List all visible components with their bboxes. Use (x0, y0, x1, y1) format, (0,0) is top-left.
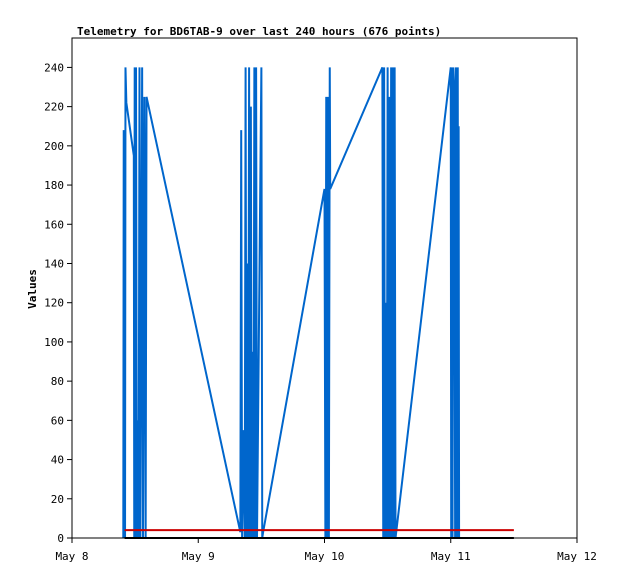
y-tick-label: 160 (44, 218, 64, 231)
y-tick-label: 220 (44, 101, 64, 114)
y-tick-label: 120 (44, 297, 64, 310)
chart-title: Telemetry for BD6TAB-9 over last 240 hou… (77, 25, 441, 38)
y-tick-label: 240 (44, 61, 64, 74)
y-tick-label: 80 (51, 375, 64, 388)
axis-ticks: 0 20 40 60 80 100 120 140 160 180 200 220 240 May 8 Ma… (44, 61, 597, 563)
y-tick-label: 40 (51, 454, 64, 467)
y-tick-label: 60 (51, 414, 64, 427)
x-tick-label: May 9 (182, 550, 215, 563)
y-tick-label: 140 (44, 257, 64, 270)
y-tick-label: 100 (44, 336, 64, 349)
x-tick-label: May 11 (431, 550, 471, 563)
y-tick-label: 200 (44, 140, 64, 153)
x-tick-label: May 8 (55, 550, 88, 563)
y-tick-label: 20 (51, 493, 64, 506)
y-axis-label: Values (26, 269, 39, 309)
x-tick-label: May 10 (305, 550, 345, 563)
y-tick-label: 180 (44, 179, 64, 192)
y-tick-label: 0 (57, 532, 64, 545)
x-tick-label: May 12 (557, 550, 597, 563)
